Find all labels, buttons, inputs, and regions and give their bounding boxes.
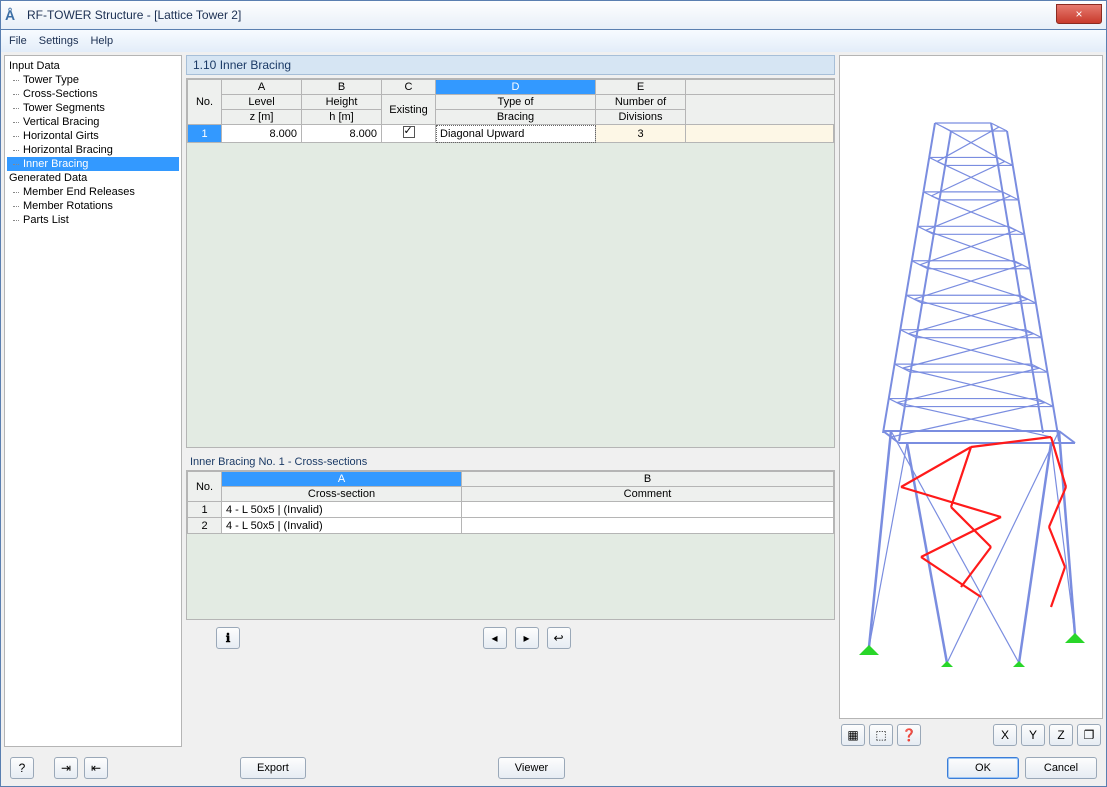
main-frame: Input Data Tower TypeCross-SectionsTower… — [0, 52, 1107, 787]
cell-divisions[interactable]: 3 — [596, 125, 686, 143]
tree-item[interactable]: Horizontal Bracing — [7, 143, 179, 157]
tree-header-input: Input Data — [7, 59, 179, 73]
row-num[interactable]: 2 — [188, 518, 222, 534]
cell-height[interactable]: 8.000 — [302, 125, 382, 143]
col-A[interactable]: A — [222, 80, 302, 95]
col-E[interactable]: E — [596, 80, 686, 95]
table-row[interactable]: 14 - L 50x5 | (Invalid) — [188, 502, 834, 518]
preview-box[interactable] — [839, 55, 1103, 719]
empty-grid-small — [187, 534, 834, 614]
axis-x-button[interactable]: X — [993, 724, 1017, 746]
bottom-bar: ? ⇥ ⇤ Export Viewer OK Cancel — [4, 747, 1103, 783]
tree-item[interactable]: Horizontal Girts — [7, 129, 179, 143]
export-button[interactable]: Export — [240, 757, 306, 779]
cell-comment[interactable] — [462, 518, 834, 534]
close-icon: × — [1075, 7, 1082, 21]
tree-item[interactable]: Cross-Sections — [7, 87, 179, 101]
cell-level[interactable]: 8.000 — [222, 125, 302, 143]
prev-button[interactable]: ◂ — [483, 627, 507, 649]
menu-file[interactable]: File — [9, 35, 27, 47]
preview-btn-3[interactable]: ❓ — [897, 724, 921, 746]
preview-column: ▦ ⬚ ❓ X Y Z ❐ — [839, 55, 1103, 747]
table-row[interactable]: 24 - L 50x5 | (Invalid) — [188, 518, 834, 534]
help-button[interactable]: ? — [10, 757, 34, 779]
tree-item[interactable]: Parts List — [7, 213, 179, 227]
row-num[interactable]: 1 — [188, 502, 222, 518]
tree-panel: Input Data Tower TypeCross-SectionsTower… — [4, 55, 182, 747]
center-column: 1.10 Inner Bracing No. A B C D E Level H… — [186, 55, 835, 747]
preview-btn-2[interactable]: ⬚ — [869, 724, 893, 746]
cs-col-A[interactable]: A — [222, 472, 462, 487]
table-row[interactable]: 1 8.000 8.000 Diagonal Upward 3 — [188, 125, 834, 143]
preview-btn-1[interactable]: ▦ — [841, 724, 865, 746]
empty-grid — [187, 143, 834, 448]
close-button[interactable]: × — [1056, 4, 1102, 24]
axis-y-button[interactable]: Y — [1021, 724, 1045, 746]
menu-help[interactable]: Help — [90, 35, 113, 47]
preview-toolbar: ▦ ⬚ ❓ X Y Z ❐ — [839, 719, 1103, 747]
menu-settings[interactable]: Settings — [39, 35, 79, 47]
cell-cross-section[interactable]: 4 - L 50x5 | (Invalid) — [222, 518, 462, 534]
cancel-button[interactable]: Cancel — [1025, 757, 1097, 779]
titlebar: Å RF-TOWER Structure - [Lattice Tower 2]… — [0, 0, 1107, 30]
reset-button[interactable]: ↩ — [547, 627, 571, 649]
info-button[interactable]: ℹ — [216, 627, 240, 649]
tree-item[interactable]: Tower Type — [7, 73, 179, 87]
tree-header-generated: Generated Data — [7, 171, 179, 185]
next-button[interactable]: ▸ — [515, 627, 539, 649]
iso-button[interactable]: ❐ — [1077, 724, 1101, 746]
tower-svg — [851, 107, 1091, 667]
checkbox-icon — [403, 126, 415, 138]
cell-type[interactable]: Diagonal Upward — [436, 125, 596, 143]
ok-button[interactable]: OK — [947, 757, 1019, 779]
col-no[interactable]: No. — [188, 80, 222, 125]
export-icon-button[interactable]: ⇤ — [84, 757, 108, 779]
cell-existing[interactable] — [382, 125, 436, 143]
tree-item[interactable]: Member End Releases — [7, 185, 179, 199]
row-num[interactable]: 1 — [188, 125, 222, 143]
menubar: File Settings Help — [0, 30, 1107, 52]
cell-comment[interactable] — [462, 502, 834, 518]
col-B[interactable]: B — [302, 80, 382, 95]
mid-toolbar: ℹ ◂ ▸ ↩ — [186, 624, 835, 652]
main-table: No. A B C D E Level Height Existing Type… — [186, 78, 835, 448]
cross-section-table: No. A B Cross-section Comment 14 - L 50x… — [186, 470, 835, 620]
tree-item[interactable]: Vertical Bracing — [7, 115, 179, 129]
tree-item[interactable]: Inner Bracing — [7, 157, 179, 171]
cell-cross-section[interactable]: 4 - L 50x5 | (Invalid) — [222, 502, 462, 518]
col-blank — [686, 80, 834, 95]
subsection-title: Inner Bracing No. 1 - Cross-sections — [186, 454, 835, 470]
cs-col-B[interactable]: B — [462, 472, 834, 487]
window-title: RF-TOWER Structure - [Lattice Tower 2] — [27, 8, 241, 22]
col-C[interactable]: C — [382, 80, 436, 95]
section-title: 1.10 Inner Bracing — [186, 55, 835, 75]
cs-col-no[interactable]: No. — [188, 472, 222, 502]
col-D[interactable]: D — [436, 80, 596, 95]
import-button[interactable]: ⇥ — [54, 757, 78, 779]
viewer-button[interactable]: Viewer — [498, 757, 565, 779]
axis-z-button[interactable]: Z — [1049, 724, 1073, 746]
tree-item[interactable]: Tower Segments — [7, 101, 179, 115]
app-icon: Å — [5, 7, 21, 23]
tree-item[interactable]: Member Rotations — [7, 199, 179, 213]
